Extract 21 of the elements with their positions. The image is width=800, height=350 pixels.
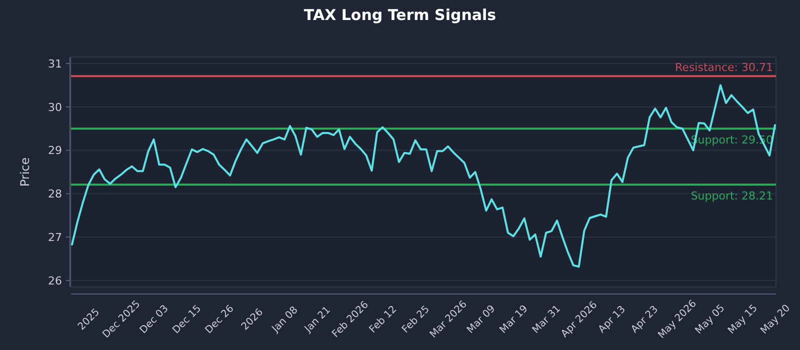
x-tick-label: Mar 19 [498,304,530,336]
y-tick-label: 28 [48,188,62,201]
x-tick-label: Apr 13 [596,304,628,336]
x-tick-label: Jan 08 [270,304,300,336]
y-tick-label: 31 [48,57,62,70]
chart-title: TAX Long Term Signals [304,6,496,24]
y-tick-label: 26 [48,274,62,288]
x-tick-label: Mar 09 [465,304,498,336]
x-tick-label: Mar 31 [530,304,564,336]
ref-line-label: Support: 28.21 [690,190,773,203]
x-tick-label: Dec 26 [203,303,236,336]
x-tick-label: Dec 15 [170,303,204,336]
x-tick-label: Jan 21 [302,304,333,336]
y-axis-title: Price [18,157,32,187]
x-tick-label: Feb 12 [368,304,400,336]
line-series [71,84,776,268]
x-tick-label: Dec 03 [138,303,171,336]
ref-line-label: Resistance: 30.71 [675,61,773,74]
y-tick-label: 27 [48,230,62,244]
y-tick-label: 29 [48,144,62,158]
y-tick-label: 30 [48,100,62,114]
